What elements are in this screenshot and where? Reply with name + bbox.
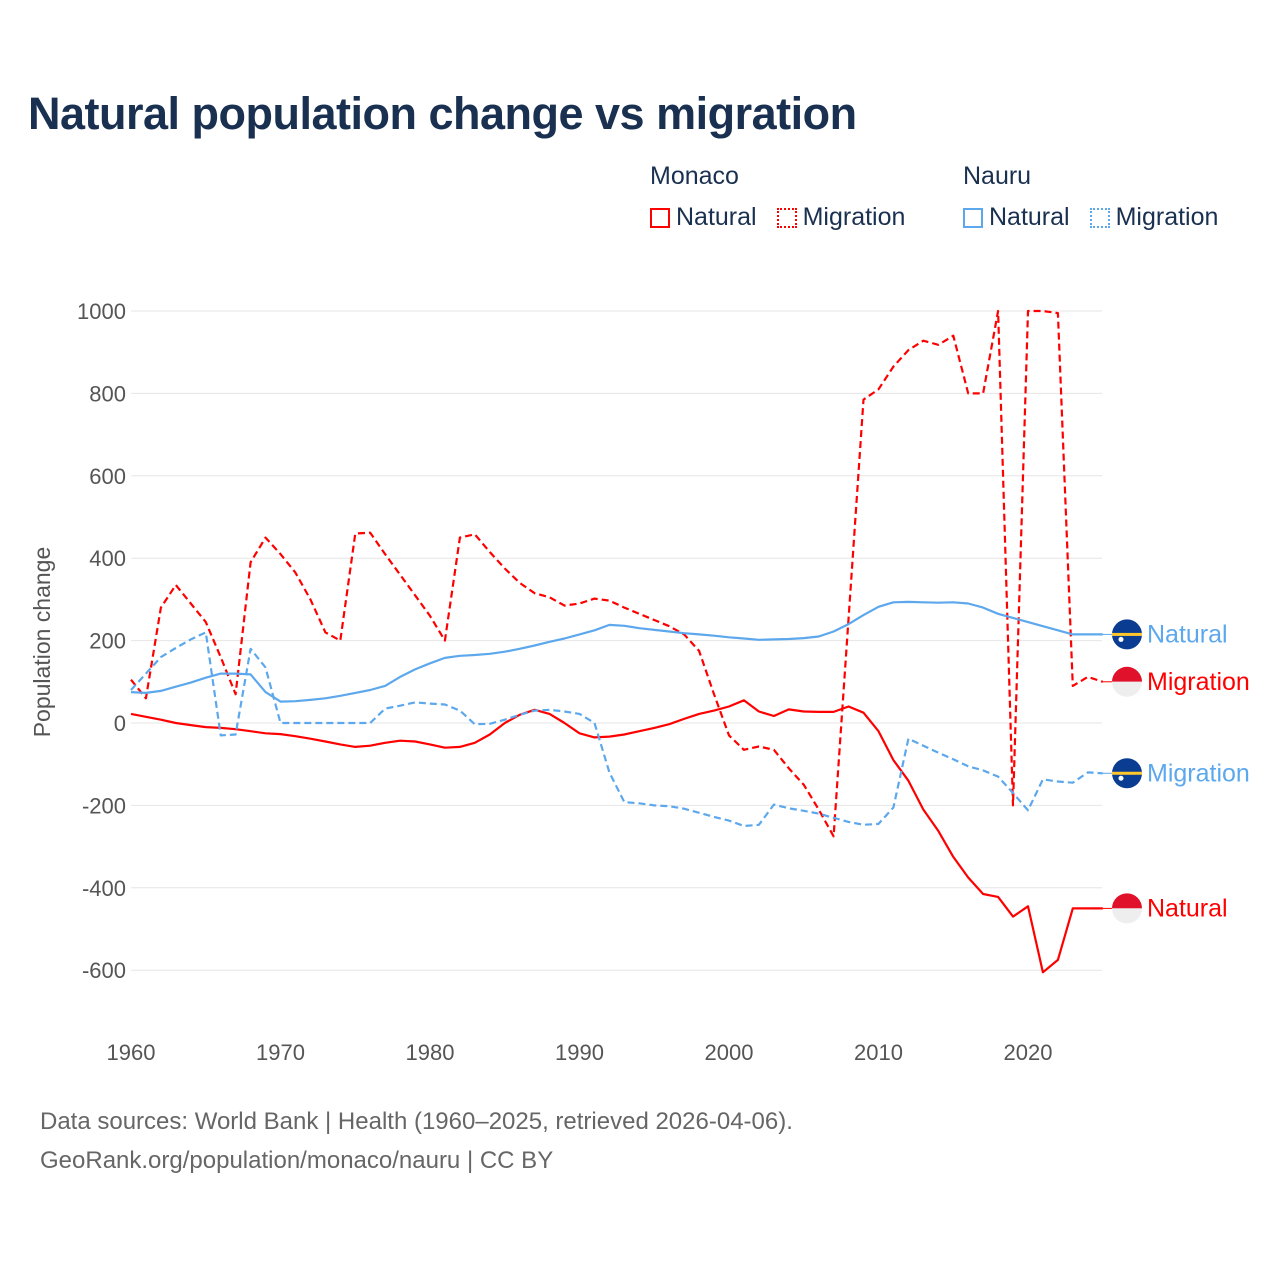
legend-label: Natural: [676, 203, 757, 231]
monaco-flag-icon: [1112, 666, 1142, 697]
flag-star: [1118, 636, 1124, 642]
flag-top-half: [1112, 666, 1142, 682]
y-tick-label: -200: [82, 793, 126, 818]
nauru-flag-icon: [1112, 619, 1142, 650]
y-tick-label: 400: [89, 546, 126, 571]
x-tick-label: 1970: [256, 1040, 305, 1065]
x-tick-label: 1980: [406, 1040, 455, 1065]
dotted-swatch-icon: [776, 207, 797, 228]
x-tick-label: 1960: [107, 1040, 156, 1065]
series-line-nauru-migration: [130, 631, 1103, 828]
legend-group-nauru: Nauru Natural Migration: [963, 162, 1218, 232]
chart-title: Natural population change vs migration: [28, 88, 857, 139]
end-label: Natural: [1147, 894, 1228, 922]
series-line-monaco-migration: [130, 309, 1104, 838]
legend-item-monaco-natural[interactable]: Natural: [650, 203, 757, 232]
nauru-flag-icon: [1112, 758, 1142, 789]
legend-group-name: Monaco: [650, 162, 739, 190]
x-tick-label: 1990: [555, 1040, 604, 1065]
legend-label: Natural: [989, 203, 1070, 231]
legend-label: Migration: [1115, 203, 1219, 231]
y-tick-label: 800: [89, 381, 126, 406]
monaco-flag-icon: [1112, 893, 1142, 924]
y-tick-label: 1000: [77, 299, 126, 324]
end-label: Natural: [1147, 620, 1228, 648]
y-tick-label: 0: [114, 711, 126, 736]
end-label: Migration: [1147, 668, 1250, 696]
legend-group-name: Nauru: [963, 162, 1032, 190]
legend-label: Migration: [802, 203, 906, 231]
legend-item-monaco-migration[interactable]: Migration: [776, 203, 906, 232]
solid-swatch-icon: [963, 207, 983, 228]
y-tick-label: -600: [82, 958, 126, 983]
y-axis-label: Population change: [29, 547, 55, 738]
dotted-swatch-icon: [1089, 207, 1110, 228]
solid-swatch-icon: [650, 207, 670, 228]
series-line-nauru-natural: [130, 600, 1103, 703]
x-tick-label: 2000: [705, 1040, 754, 1065]
flag-bottom-half: [1112, 908, 1142, 924]
series-line-monaco-natural: [130, 699, 1103, 974]
flag-stripe: [1112, 771, 1142, 775]
legend-group-monaco: Monaco Natural Migration: [650, 162, 905, 232]
end-label: Migration: [1147, 759, 1250, 787]
footer-attribution[interactable]: GeoRank.org/population/monaco/nauru | CC…: [40, 1147, 554, 1174]
y-tick-label: -400: [82, 876, 126, 901]
legend-item-nauru-migration[interactable]: Migration: [1089, 203, 1219, 232]
y-tick-label: 200: [89, 629, 126, 654]
y-tick-label: 600: [89, 464, 126, 489]
flag-stripe: [1112, 632, 1142, 636]
flag-star: [1118, 775, 1124, 781]
x-tick-label: 2010: [854, 1040, 903, 1065]
flag-top-half: [1112, 893, 1142, 909]
x-tick-label: 2020: [1004, 1040, 1053, 1065]
flag-bottom-half: [1112, 681, 1142, 697]
footer-sources: Data sources: World Bank | Health (1960–…: [40, 1108, 793, 1135]
legend-item-nauru-natural[interactable]: Natural: [963, 203, 1070, 232]
